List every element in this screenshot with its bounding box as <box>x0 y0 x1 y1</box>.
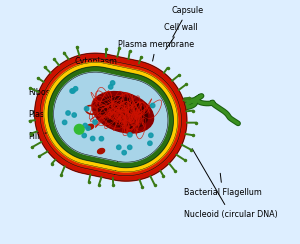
Circle shape <box>70 89 74 93</box>
Polygon shape <box>54 72 168 162</box>
Text: Bacterial Flagellum: Bacterial Flagellum <box>184 173 261 197</box>
Text: Plasma membrane: Plasma membrane <box>118 40 194 61</box>
Ellipse shape <box>98 149 105 154</box>
Circle shape <box>99 136 104 141</box>
Circle shape <box>72 113 76 117</box>
Circle shape <box>151 103 155 108</box>
Text: Nucleoid (circular DNA): Nucleoid (circular DNA) <box>184 149 277 219</box>
Text: Ribosomes: Ribosomes <box>28 88 72 97</box>
Circle shape <box>86 126 90 130</box>
Circle shape <box>71 89 75 93</box>
Circle shape <box>149 133 153 138</box>
Circle shape <box>91 136 95 141</box>
Circle shape <box>74 124 84 134</box>
Circle shape <box>110 81 115 85</box>
Circle shape <box>66 111 70 115</box>
Circle shape <box>62 120 67 125</box>
Text: Plasmid: Plasmid <box>28 110 60 119</box>
Circle shape <box>93 120 97 124</box>
Circle shape <box>82 133 86 138</box>
Circle shape <box>117 145 121 150</box>
Text: Pili: Pili <box>28 132 47 141</box>
Circle shape <box>148 141 152 145</box>
Ellipse shape <box>87 124 94 130</box>
Polygon shape <box>35 53 187 181</box>
Circle shape <box>128 145 132 150</box>
Polygon shape <box>48 67 173 167</box>
Circle shape <box>84 107 89 111</box>
Text: Capsule: Capsule <box>171 6 203 37</box>
Ellipse shape <box>98 97 148 128</box>
Ellipse shape <box>92 92 154 133</box>
Circle shape <box>83 123 87 128</box>
Polygon shape <box>40 59 182 176</box>
Circle shape <box>128 133 132 137</box>
Circle shape <box>109 85 113 89</box>
Polygon shape <box>44 62 178 172</box>
Text: Cytoplasm: Cytoplasm <box>74 57 132 75</box>
Text: Cell wall: Cell wall <box>164 23 198 49</box>
Circle shape <box>122 151 126 155</box>
Circle shape <box>74 87 78 91</box>
